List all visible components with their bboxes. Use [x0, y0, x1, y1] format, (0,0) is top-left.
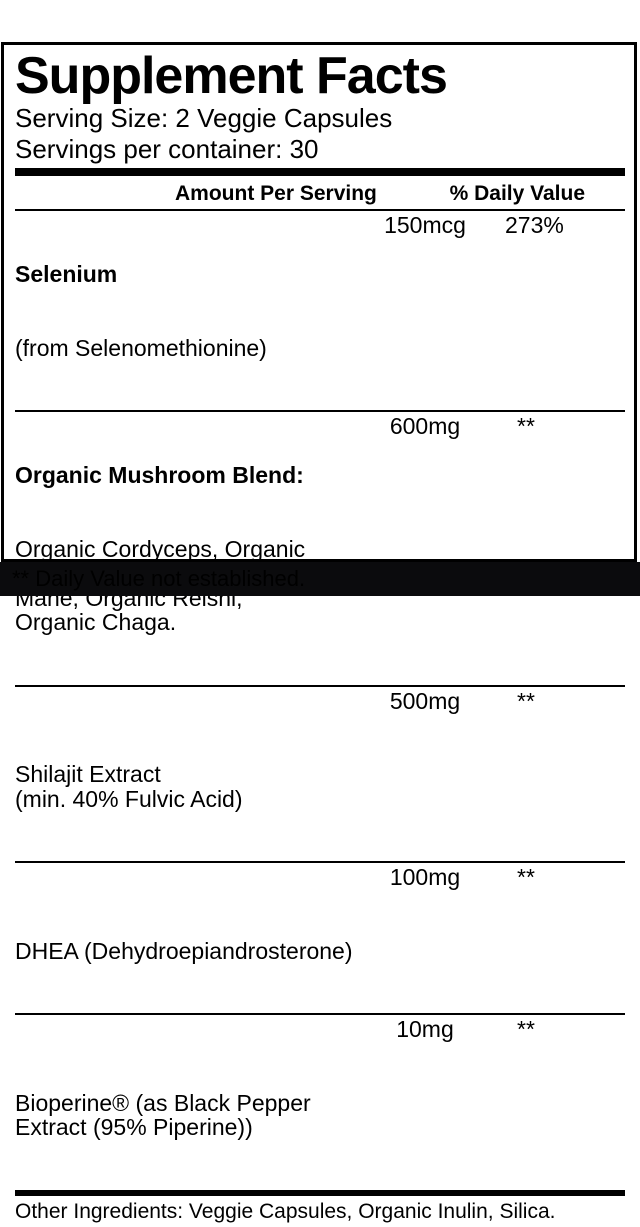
ingredient-name: Organic Mushroom Blend: Organic Cordycep… — [15, 414, 345, 684]
ingredient-name-bold: Organic Mushroom Blend: — [15, 462, 304, 488]
ingredient-amount: 500mg — [389, 687, 461, 714]
ingredient-name-detail: DHEA (Dehydroepiandrosterone) — [15, 937, 353, 964]
ingredient-daily-value: ** — [517, 864, 535, 890]
footnote-band: ** Daily Value not established. — [0, 562, 640, 596]
table-header-row: Amount Per Serving % Daily Value — [15, 176, 625, 211]
ingredient-amount: 150mcg — [384, 212, 466, 238]
ingredient-daily-value: ** — [517, 687, 535, 714]
ingredient-name: DHEA (Dehydroepiandrosterone) — [15, 865, 353, 1012]
ingredient-row-bioperine: Bioperine® (as Black Pepper Extract (95%… — [15, 1013, 625, 1190]
ingredient-amount: 600mg — [389, 413, 461, 439]
ingredient-name-detail: Bioperine® (as Black Pepper Extract (95%… — [15, 1089, 311, 1140]
amount-per-serving-header: Amount Per Serving — [175, 182, 377, 205]
panel-title: Supplement Facts — [15, 47, 448, 105]
thick-divider-bar — [15, 168, 625, 176]
footnote-text: ** Daily Value not established. — [12, 566, 306, 591]
ingredient-name: Bioperine® (as Black Pepper Extract (95%… — [15, 1017, 345, 1189]
ingredient-name: Shilajit Extract (min. 40% Fulvic Acid) — [15, 689, 345, 861]
servings-per-container-line: Servings per container: 30 — [15, 134, 319, 164]
ingredient-name-detail: (from Selenomethionine) — [15, 334, 267, 361]
serving-size-line: Serving Size: 2 Veggie Capsules — [15, 103, 393, 133]
ingredient-amount: 100mg — [389, 864, 461, 890]
ingredient-name-detail: Shilajit Extract (min. 40% Fulvic Acid) — [15, 761, 243, 812]
ingredient-daily-value: ** — [517, 1016, 535, 1042]
ingredient-name: Selenium (from Selenomethionine) — [15, 213, 345, 409]
ingredient-row-shilajit: Shilajit Extract (min. 40% Fulvic Acid) … — [15, 684, 625, 862]
daily-value-header: % Daily Value — [449, 182, 585, 205]
ingredient-row-dhea: DHEA (Dehydroepiandrosterone) 100mg ** — [15, 861, 625, 1013]
ingredient-daily-value: ** — [517, 413, 535, 439]
ingredient-row-mushroom-blend: Organic Mushroom Blend: Organic Cordycep… — [15, 410, 625, 685]
ingredient-daily-value: 273% — [505, 212, 564, 238]
supplement-facts-panel: Supplement Facts Serving Size: 2 Veggie … — [1, 42, 637, 1222]
ingredient-amount: 10mg — [396, 1016, 454, 1042]
other-ingredients-line: Other Ingredients: Veggie Capsules, Orga… — [15, 1199, 556, 1223]
ingredient-row-selenium: Selenium (from Selenomethionine) 150mcg … — [15, 211, 625, 410]
ingredient-name-bold: Selenium — [15, 261, 118, 287]
